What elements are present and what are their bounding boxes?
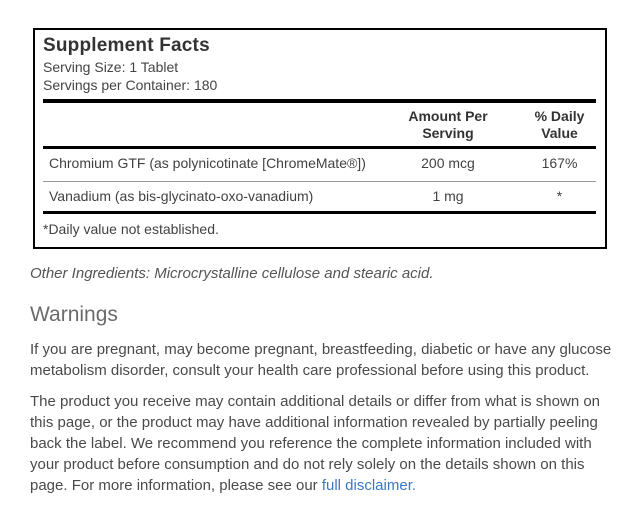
nutrient-row-vanadium: Vanadium (as bis-glycinato-oxo-vanadium)… [43, 182, 596, 211]
divider-below-headers [43, 146, 596, 149]
product-info-section: Supplement Facts Serving Size: 1 Tablet … [30, 28, 612, 496]
column-header-daily-value: % Daily Value [523, 108, 596, 142]
disclaimer-suffix: . [411, 477, 417, 494]
nutrient-amount: 1 mg [432, 188, 464, 204]
panel-title: Supplement Facts [43, 35, 210, 56]
nutrient-name: Vanadium (as bis-glycinato-oxo-vanadium) [49, 188, 314, 204]
divider-thin-between-rows [43, 181, 596, 182]
servings-per-container: Servings per Container: 180 [43, 77, 218, 93]
serving-size: Serving Size: 1 Tablet [43, 59, 179, 75]
column-header-amount-label: Amount Per Serving [408, 108, 488, 141]
column-header-amount: Amount Per Serving [373, 108, 523, 142]
column-header-daily-value-label: % Daily Value [534, 108, 585, 141]
nutrient-daily-value: * [556, 188, 563, 204]
warning-paragraph: If you are pregnant, may become pregnant… [30, 341, 612, 379]
nutrient-daily-value: 167% [541, 155, 578, 171]
divider-thick-top [43, 99, 596, 103]
nutrient-row-chromium: Chromium GTF (as polynicotinate [ChromeM… [43, 149, 596, 181]
warnings-heading: Warnings [30, 303, 118, 326]
nutrient-amount: 200 mcg [421, 155, 475, 171]
column-header-row: Amount Per Serving % Daily Value [43, 103, 596, 146]
full-disclaimer-link[interactable]: full disclaimer [321, 477, 412, 494]
nutrient-name: Chromium GTF (as polynicotinate [ChromeM… [49, 155, 366, 171]
other-ingredients-text: Other Ingredients: Microcrystalline cell… [30, 265, 434, 282]
disclaimer-text: The product you receive may contain addi… [30, 393, 601, 494]
disclaimer-paragraph: The product you receive may contain addi… [30, 391, 612, 496]
panel-footnote: *Daily value not established. [43, 221, 219, 237]
supplement-facts-panel: Supplement Facts Serving Size: 1 Tablet … [33, 28, 607, 249]
divider-above-footnote [43, 211, 596, 214]
